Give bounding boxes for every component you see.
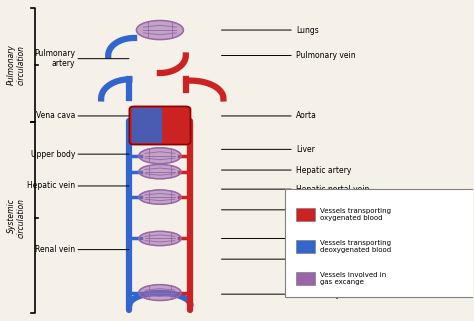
Text: Systemic
circulation: Systemic circulation [7, 198, 26, 238]
Text: Hepatic vein: Hepatic vein [27, 181, 75, 190]
Ellipse shape [139, 190, 181, 204]
Text: Upper body: Upper body [31, 150, 75, 159]
Text: Vessels involved in
gas excange: Vessels involved in gas excange [320, 272, 386, 285]
Text: Lower body: Lower body [296, 290, 340, 299]
Text: Vessels transporting
deoxygenated blood: Vessels transporting deoxygenated blood [320, 240, 391, 253]
Ellipse shape [139, 231, 181, 246]
Bar [296, 272, 315, 285]
Text: Pulmonary vein: Pulmonary vein [296, 51, 356, 60]
FancyBboxPatch shape [284, 189, 474, 297]
Text: Vena cava: Vena cava [36, 111, 75, 120]
Text: Renal artery: Renal artery [296, 234, 344, 243]
Text: Stomach,
intestines: Stomach, intestines [296, 200, 334, 220]
Text: Pulmonary
artery: Pulmonary artery [34, 49, 75, 68]
Bar [296, 208, 315, 221]
FancyBboxPatch shape [129, 106, 191, 144]
Ellipse shape [139, 164, 181, 179]
Text: Hepatic portal vein: Hepatic portal vein [296, 185, 370, 194]
Text: Lungs: Lungs [296, 26, 319, 35]
Bar [296, 240, 315, 253]
Text: Kidneys: Kidneys [296, 255, 327, 264]
Text: Aorta: Aorta [296, 111, 317, 120]
Text: Pulmonary
circulation: Pulmonary circulation [7, 45, 26, 85]
FancyBboxPatch shape [132, 108, 162, 143]
Text: Vessels transporting
oxygenated blood: Vessels transporting oxygenated blood [320, 208, 391, 221]
Ellipse shape [139, 285, 181, 300]
Text: Hepatic artery: Hepatic artery [296, 166, 352, 175]
Text: Renal vein: Renal vein [35, 245, 75, 254]
Ellipse shape [139, 148, 181, 164]
Ellipse shape [137, 21, 183, 39]
Text: Liver: Liver [296, 145, 315, 154]
